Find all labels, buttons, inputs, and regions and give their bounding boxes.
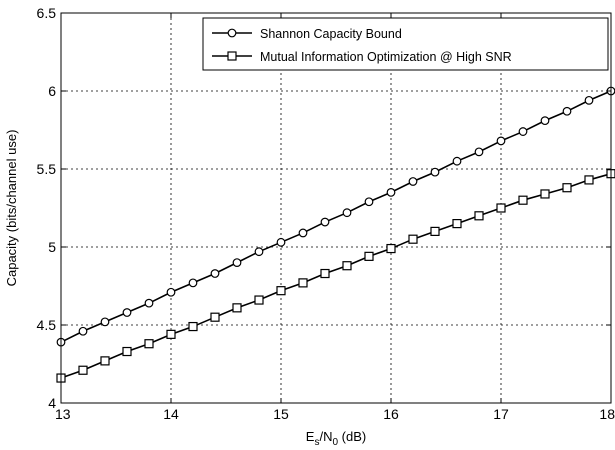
- data-point-circle: [188, 278, 198, 288]
- data-point-circle: [254, 247, 264, 257]
- x-axis-label-main: E: [306, 429, 315, 444]
- data-point-circle: [386, 187, 396, 197]
- y-tick-label: 6.5: [37, 5, 57, 21]
- data-point-circle: [452, 156, 462, 166]
- data-point-circle: [166, 287, 176, 297]
- x-axis-label: Es/N0 (dB): [306, 429, 366, 448]
- ticks: [60, 12, 612, 404]
- series-layer: [56, 86, 615, 383]
- data-point-square: [210, 312, 220, 322]
- data-point-square: [254, 295, 264, 305]
- data-point-square: [430, 226, 440, 236]
- x-axis-label-sub2: 0: [332, 437, 338, 448]
- data-point-square: [100, 356, 110, 366]
- data-point-circle: [430, 167, 440, 177]
- data-point-circle: [320, 217, 330, 227]
- y-tick-label: 4.5: [37, 317, 57, 333]
- x-axis-label-sub1: s: [314, 437, 319, 448]
- y-tick-label: 5.5: [37, 161, 57, 177]
- series-shannon: [56, 86, 615, 347]
- x-tick-label: 14: [163, 406, 179, 422]
- y-tick-label: 5: [48, 239, 56, 255]
- legend-marker-shannon: [227, 28, 237, 38]
- legend: Shannon Capacity Bound Mutual Informatio…: [202, 17, 609, 71]
- data-point-square: [144, 339, 154, 349]
- data-point-circle: [408, 177, 418, 186]
- plot-frame: [60, 12, 612, 404]
- data-point-circle: [496, 136, 506, 146]
- data-point-square: [452, 219, 462, 229]
- data-point-square: [276, 286, 286, 296]
- x-axis-label-mid: /N: [319, 429, 332, 444]
- data-point-circle: [342, 208, 352, 218]
- data-point-square: [364, 251, 374, 261]
- data-point-circle: [276, 237, 286, 247]
- data-point-circle: [364, 197, 374, 207]
- data-point-square: [166, 329, 176, 339]
- grid: [61, 13, 611, 403]
- data-point-circle: [232, 258, 242, 268]
- x-tick-label: 17: [493, 406, 509, 422]
- data-point-square: [584, 175, 594, 185]
- x-axis-label-unit: (dB): [338, 429, 366, 444]
- data-point-square: [474, 211, 484, 221]
- data-point-square: [408, 234, 418, 244]
- data-point-circle: [584, 95, 594, 105]
- data-point-circle: [210, 269, 220, 278]
- data-point-square: [298, 278, 308, 288]
- data-point-circle: [298, 228, 308, 238]
- data-point-circle: [100, 317, 110, 327]
- data-point-square: [320, 268, 330, 279]
- y-tick-label: 6: [48, 83, 56, 99]
- data-point-square: [518, 195, 528, 205]
- data-point-square: [232, 303, 242, 313]
- series-mutual-information: [56, 169, 615, 383]
- data-point-circle: [144, 298, 154, 308]
- data-point-square: [562, 183, 572, 193]
- x-tick-label: 16: [383, 406, 399, 422]
- legend-box: [202, 17, 609, 71]
- data-point-square: [540, 189, 550, 199]
- data-point-circle: [540, 116, 550, 126]
- data-point-square: [386, 243, 396, 254]
- data-point-square: [342, 261, 352, 271]
- data-point-square: [78, 365, 88, 375]
- data-point-square: [496, 203, 506, 213]
- legend-marker-mi: [227, 51, 237, 61]
- data-point-circle: [474, 147, 484, 157]
- data-point-circle: [518, 127, 528, 136]
- data-point-circle: [78, 326, 88, 336]
- x-tick-label: 18: [599, 406, 615, 422]
- y-axis-label: Capacity (bits/channel use): [4, 130, 19, 287]
- data-point-square: [188, 321, 198, 332]
- data-point-circle: [122, 308, 132, 317]
- data-point-square: [122, 346, 132, 357]
- tick-labels: 13 14 15 16 17 18 4 4.5 5 5.5 6 6.5: [37, 5, 615, 422]
- data-point-circle: [562, 106, 572, 116]
- x-tick-label: 15: [273, 406, 289, 422]
- legend-label-shannon: Shannon Capacity Bound: [260, 27, 402, 41]
- plot-area: [61, 13, 611, 403]
- y-tick-label: 4: [48, 395, 56, 411]
- legend-label-mi: Mutual Information Optimization @ High S…: [260, 50, 512, 64]
- x-tick-label: 13: [55, 406, 71, 422]
